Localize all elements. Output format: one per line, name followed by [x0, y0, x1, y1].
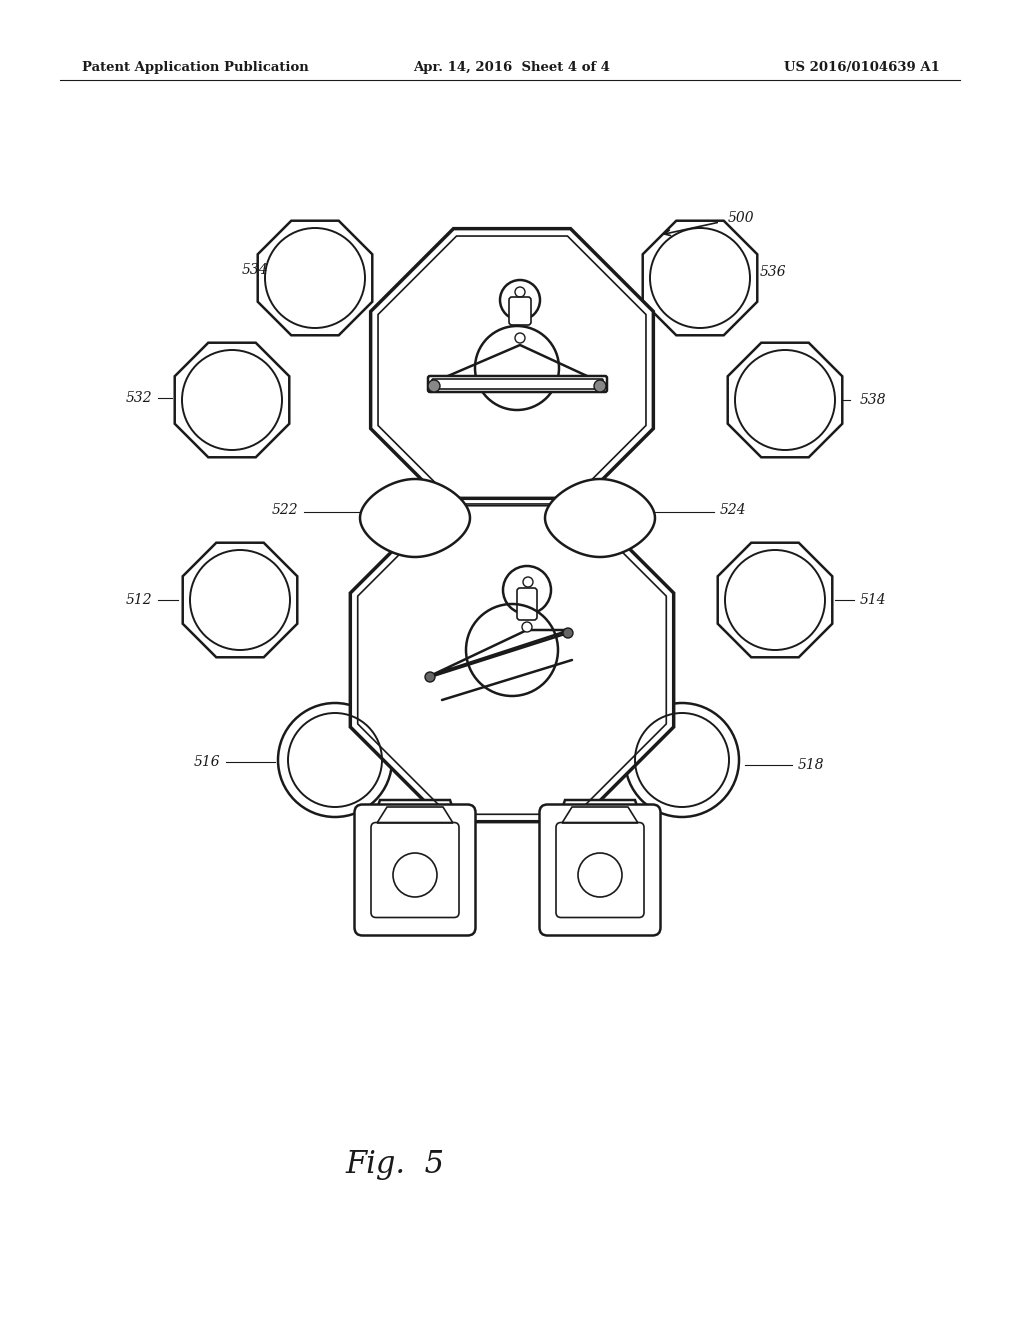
Text: US 2016/0104639 A1: US 2016/0104639 A1 [784, 62, 940, 74]
Text: 516: 516 [194, 755, 220, 770]
Circle shape [428, 380, 440, 392]
Text: 504: 504 [585, 909, 611, 923]
Text: 500: 500 [728, 211, 755, 224]
Text: 540: 540 [568, 304, 595, 317]
FancyBboxPatch shape [517, 587, 537, 620]
Polygon shape [555, 800, 645, 830]
Polygon shape [370, 800, 460, 830]
FancyBboxPatch shape [509, 297, 531, 325]
Circle shape [522, 622, 532, 632]
Polygon shape [545, 479, 655, 557]
Text: 536: 536 [760, 265, 786, 279]
FancyBboxPatch shape [354, 804, 475, 936]
Circle shape [278, 704, 392, 817]
Polygon shape [728, 343, 843, 457]
Text: Fig.  5: Fig. 5 [345, 1150, 444, 1180]
Polygon shape [643, 220, 758, 335]
Polygon shape [371, 228, 653, 511]
Text: Patent Application Publication: Patent Application Publication [82, 62, 309, 74]
Polygon shape [182, 543, 297, 657]
FancyBboxPatch shape [428, 376, 607, 392]
Circle shape [425, 672, 435, 682]
Circle shape [563, 628, 573, 638]
Text: 538: 538 [860, 393, 887, 407]
Polygon shape [350, 499, 674, 821]
Text: 514: 514 [860, 593, 887, 607]
Text: 524: 524 [720, 503, 746, 517]
Text: 534: 534 [242, 263, 268, 277]
Text: 530: 530 [477, 484, 504, 499]
Text: 532: 532 [125, 391, 152, 405]
Text: 518: 518 [798, 758, 824, 772]
Circle shape [515, 333, 525, 343]
Text: Apr. 14, 2016  Sheet 4 of 4: Apr. 14, 2016 Sheet 4 of 4 [414, 62, 610, 74]
Polygon shape [718, 543, 833, 657]
FancyBboxPatch shape [540, 804, 660, 936]
Polygon shape [258, 220, 373, 335]
Text: 512: 512 [125, 593, 152, 607]
Circle shape [500, 280, 540, 319]
Text: 522: 522 [271, 503, 298, 517]
Text: 510: 510 [465, 771, 492, 785]
Circle shape [625, 704, 739, 817]
Polygon shape [175, 343, 290, 457]
Circle shape [503, 566, 551, 614]
Polygon shape [360, 479, 470, 557]
Circle shape [594, 380, 606, 392]
Text: 520: 520 [575, 611, 602, 624]
Text: 502: 502 [396, 909, 423, 923]
